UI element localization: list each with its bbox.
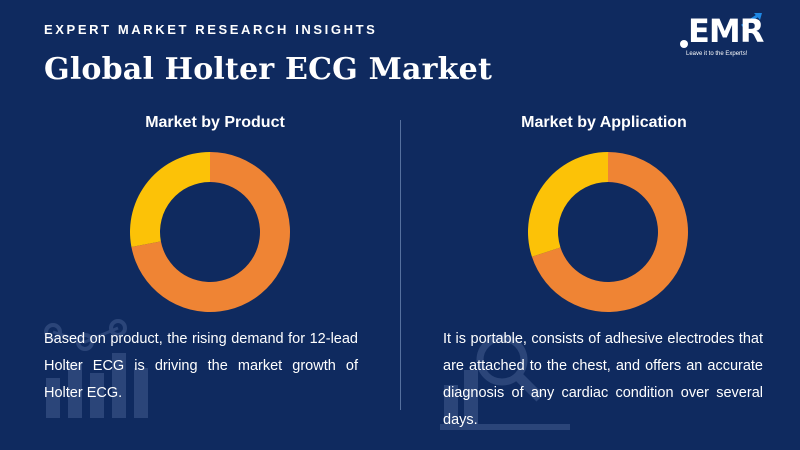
logo-tagline: Leave it to the Experts!	[686, 51, 748, 57]
product-donut-chart	[130, 152, 290, 312]
donut-slice-1	[130, 152, 210, 247]
application-panel-title: Market by Application	[521, 114, 687, 131]
donut-slice-0	[131, 152, 290, 312]
donut-slice-1	[528, 152, 608, 257]
magnifier-chart-watermark-icon	[440, 334, 570, 430]
eyebrow-label: EXPERT MARKET RESEARCH INSIGHTS	[44, 22, 378, 37]
product-panel-title: Market by Product	[145, 114, 285, 131]
panel-divider	[400, 120, 401, 410]
logo-text: EMR	[688, 12, 764, 50]
donut-slice-0	[531, 152, 688, 312]
emr-logo: EMR Leave it to the Experts!	[672, 10, 772, 70]
page-title: Global Holter ECG Market	[44, 52, 493, 87]
bar-chart-watermark-icon	[44, 319, 148, 418]
application-description: It is portable, consists of adhesive ele…	[443, 331, 763, 428]
product-description: Based on product, the rising demand for …	[44, 331, 358, 401]
logo-graphic-icon	[680, 12, 762, 48]
application-donut-chart	[528, 152, 688, 312]
